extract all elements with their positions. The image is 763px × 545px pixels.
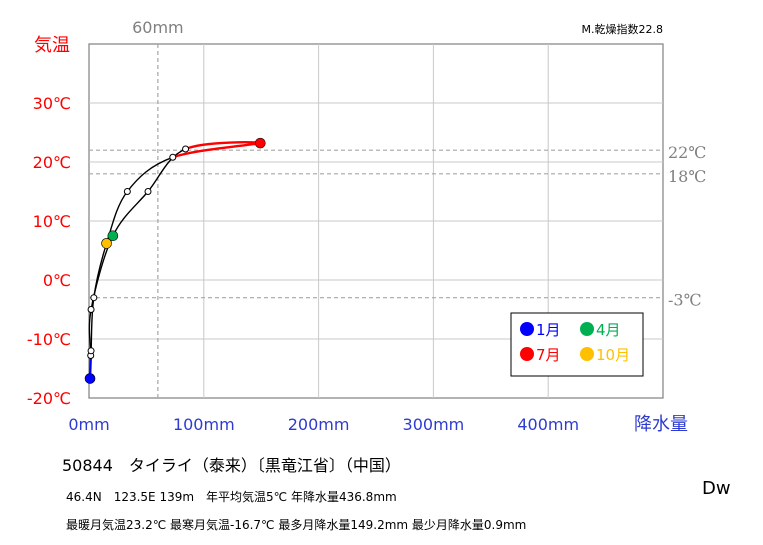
y-axis-title: 気温 — [34, 35, 70, 56]
temp-threshold-label: 22℃ — [668, 143, 706, 162]
climate-type-label: Dw — [702, 478, 731, 499]
legend-label: 1月 — [536, 321, 561, 339]
legend-label: 7月 — [536, 346, 561, 364]
legend-marker — [520, 347, 534, 361]
x-axis-title: 降水量 — [634, 414, 688, 435]
legend-label: 10月 — [596, 346, 630, 364]
month-point-highlight — [84, 373, 96, 384]
legend-label: 4月 — [596, 321, 621, 339]
month-point — [87, 306, 95, 313]
y-tick-label: 20℃ — [33, 153, 71, 172]
y-tick-label: -10℃ — [27, 330, 71, 349]
x-tick-label: 100mm — [173, 415, 235, 434]
y-tick-label: 10℃ — [33, 212, 71, 231]
legend-marker — [580, 322, 594, 336]
month-point — [123, 188, 131, 195]
station-stats-line2: 最暖月気温23.2℃ 最寒月気温-16.7℃ 最多月降水量149.2mm 最少月… — [66, 518, 527, 532]
temp-threshold-label: -3℃ — [668, 291, 701, 310]
legend-marker — [580, 347, 594, 361]
station-name: 50844 タイライ（泰来）〔黒竜江省〕（中国） — [62, 456, 401, 475]
curve-segment — [126, 156, 174, 192]
x-tick-label: 200mm — [288, 415, 350, 434]
month-point — [182, 145, 190, 153]
temp-threshold-label: 18℃ — [668, 167, 706, 186]
legend-box — [510, 312, 644, 377]
month-point-highlight — [254, 137, 266, 149]
month-point — [90, 294, 98, 302]
station-stats-line1: 46.4N 123.5E 139m 年平均気温5℃ 年降水量436.8mm — [66, 490, 397, 504]
x-tick-label: 0mm — [68, 415, 109, 434]
curve-segment — [90, 297, 95, 351]
month-point — [169, 153, 177, 161]
curve-segment — [147, 148, 186, 192]
y-tick-label: 30℃ — [33, 94, 71, 113]
x-tick-label: 400mm — [517, 415, 579, 434]
month-point-highlight — [107, 230, 119, 242]
month-point-highlight — [101, 238, 112, 249]
legend-marker — [520, 322, 534, 336]
dryness-index-label: M.乾燥指数22.8 — [582, 22, 663, 36]
month-point — [144, 188, 152, 195]
month-point — [87, 347, 95, 355]
y-tick-label: 0℃ — [43, 271, 71, 290]
precip-threshold-label: 60mm — [132, 18, 184, 37]
y-tick-label: -20℃ — [27, 389, 71, 408]
x-tick-label: 300mm — [403, 415, 465, 434]
